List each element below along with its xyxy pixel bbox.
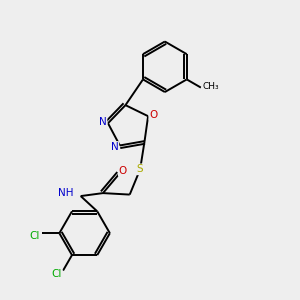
Text: NH: NH xyxy=(58,188,73,198)
Text: N: N xyxy=(99,117,106,127)
Text: O: O xyxy=(119,166,127,176)
Text: CH₃: CH₃ xyxy=(202,82,219,91)
Text: O: O xyxy=(149,110,158,120)
Text: N: N xyxy=(111,142,118,152)
Text: Cl: Cl xyxy=(51,268,62,278)
Text: S: S xyxy=(137,164,143,174)
Text: Cl: Cl xyxy=(30,231,40,241)
